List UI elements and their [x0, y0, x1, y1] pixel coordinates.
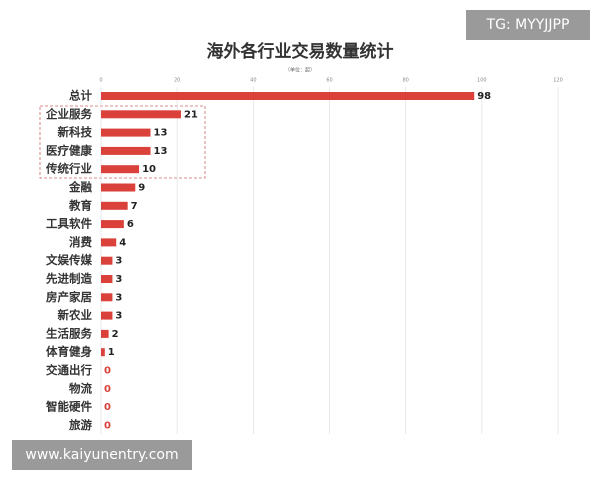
value-label: 21	[184, 109, 198, 120]
watermark-box	[466, 10, 590, 40]
value-label: 13	[154, 128, 168, 139]
bar	[101, 165, 140, 174]
chart-title: 海外各行业交易数量统计	[207, 41, 394, 62]
y-tick-label: 新农业	[58, 308, 93, 322]
watermark-box	[12, 440, 192, 470]
value-label: 6	[127, 219, 134, 230]
y-tick-label: 智能硬件	[46, 400, 92, 414]
bar	[101, 311, 113, 320]
y-tick-label: 交通出行	[46, 363, 92, 377]
y-tick-label: 房产家居	[46, 290, 92, 304]
bar	[101, 220, 124, 229]
x-tick-label: 120	[553, 78, 563, 84]
y-tick-label: 新科技	[58, 125, 93, 139]
y-tick-label: 教育	[68, 198, 92, 212]
value-label: 10	[142, 164, 156, 175]
bar	[101, 238, 117, 247]
value-label: 13	[154, 146, 168, 157]
y-tick-label: 旅游	[69, 418, 92, 432]
bar	[101, 256, 113, 265]
highlight-box	[39, 105, 206, 179]
value-label: 7	[131, 201, 138, 212]
y-tick-label: 医疗健康	[46, 143, 92, 157]
x-tick-label: 40	[250, 78, 256, 84]
value-label: 3	[115, 256, 122, 267]
bar	[101, 92, 475, 100]
watermark: TG: MYYJJPP	[486, 17, 570, 33]
value-label: 1	[108, 347, 115, 358]
value-label: 98	[477, 91, 491, 102]
value-label: 2	[112, 329, 119, 340]
bar	[101, 293, 113, 302]
bar	[101, 348, 105, 357]
value-label: 3	[115, 274, 122, 285]
bar	[101, 110, 181, 119]
value-label: 3	[115, 311, 122, 322]
y-tick-label: 物流	[69, 381, 92, 395]
y-tick-label: 传统行业	[45, 162, 92, 176]
y-tick-label: 先进制造	[46, 272, 92, 286]
x-tick-label: 60	[326, 78, 332, 84]
x-tick-label: 80	[402, 78, 408, 84]
value-label: 0	[104, 366, 111, 377]
y-tick-label: 企业服务	[45, 107, 92, 121]
bar	[101, 275, 113, 283]
x-tick-label: 20	[174, 78, 180, 84]
value-label: 0	[104, 420, 111, 431]
y-tick-label: 生活服务	[46, 326, 92, 340]
y-tick-label: 消费	[69, 235, 92, 249]
chart-subtitle: （单位：起）	[285, 67, 315, 74]
x-tick-label: 100	[477, 78, 487, 84]
y-tick-label: 工具软件	[46, 217, 92, 231]
y-tick-label: 体育健身	[46, 345, 92, 359]
value-label: 3	[115, 292, 122, 303]
bar	[101, 329, 109, 338]
y-tick-label: 总计	[69, 89, 92, 103]
x-tick-label: 0	[99, 78, 102, 84]
watermark: www.kaiyunentry.com	[25, 447, 178, 463]
y-tick-label: 文娱传媒	[46, 253, 92, 267]
bar	[101, 201, 128, 210]
bar	[101, 128, 151, 137]
value-label: 4	[119, 237, 126, 248]
value-label: 0	[104, 402, 111, 413]
value-label: 9	[138, 183, 145, 194]
value-label: 0	[104, 384, 111, 395]
bar	[101, 183, 136, 192]
bar	[101, 146, 151, 155]
y-tick-label: 金融	[68, 180, 92, 194]
